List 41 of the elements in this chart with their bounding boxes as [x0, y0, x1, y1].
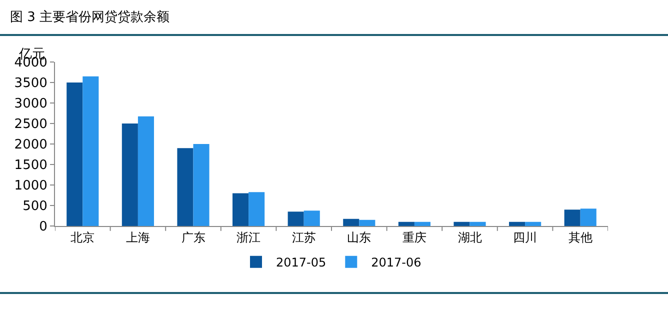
y-tick-label: 0	[39, 220, 48, 235]
bar	[525, 222, 542, 226]
bar	[580, 208, 596, 226]
x-tick-label: 重庆	[402, 230, 426, 244]
y-tick-label: 3500	[14, 76, 48, 92]
bar	[122, 124, 138, 226]
x-tick-label: 上海	[126, 230, 150, 244]
y-tick-label: 2500	[14, 117, 48, 132]
bar	[564, 210, 580, 226]
bar	[232, 193, 249, 226]
bar	[414, 222, 430, 226]
y-tick-label: 500	[22, 199, 48, 214]
bar	[177, 148, 194, 226]
y-tick-label: 1000	[14, 178, 48, 194]
x-tick-label: 山东	[347, 230, 372, 244]
bar	[304, 210, 320, 226]
chart-title: 图 3 主要省份网贷贷款余额	[10, 9, 170, 26]
bar	[470, 222, 486, 226]
legend-label: 2017-05	[276, 256, 326, 270]
x-tick-label: 广东	[181, 230, 206, 244]
x-tick-label: 浙江	[236, 230, 261, 244]
bar	[398, 222, 414, 226]
bar	[509, 222, 526, 226]
y-tick-label: 1500	[14, 158, 48, 174]
legend-label: 2017-06	[371, 256, 422, 270]
y-tick-label: 3000	[14, 96, 48, 112]
bar	[82, 76, 99, 226]
y-tick-label: 2000	[14, 138, 48, 153]
x-tick-label: 北京	[70, 230, 95, 244]
bar	[138, 116, 154, 226]
bar	[193, 144, 210, 226]
bar	[454, 222, 470, 226]
bar	[248, 192, 265, 226]
bar	[66, 82, 83, 226]
x-tick-label: 湖北	[458, 230, 482, 244]
x-tick-label: 四川	[513, 230, 538, 244]
bar	[343, 218, 360, 226]
x-tick-label: 江苏	[292, 230, 316, 244]
bar	[359, 220, 376, 226]
x-tick-label: 其他	[568, 230, 592, 244]
bar	[288, 212, 304, 226]
